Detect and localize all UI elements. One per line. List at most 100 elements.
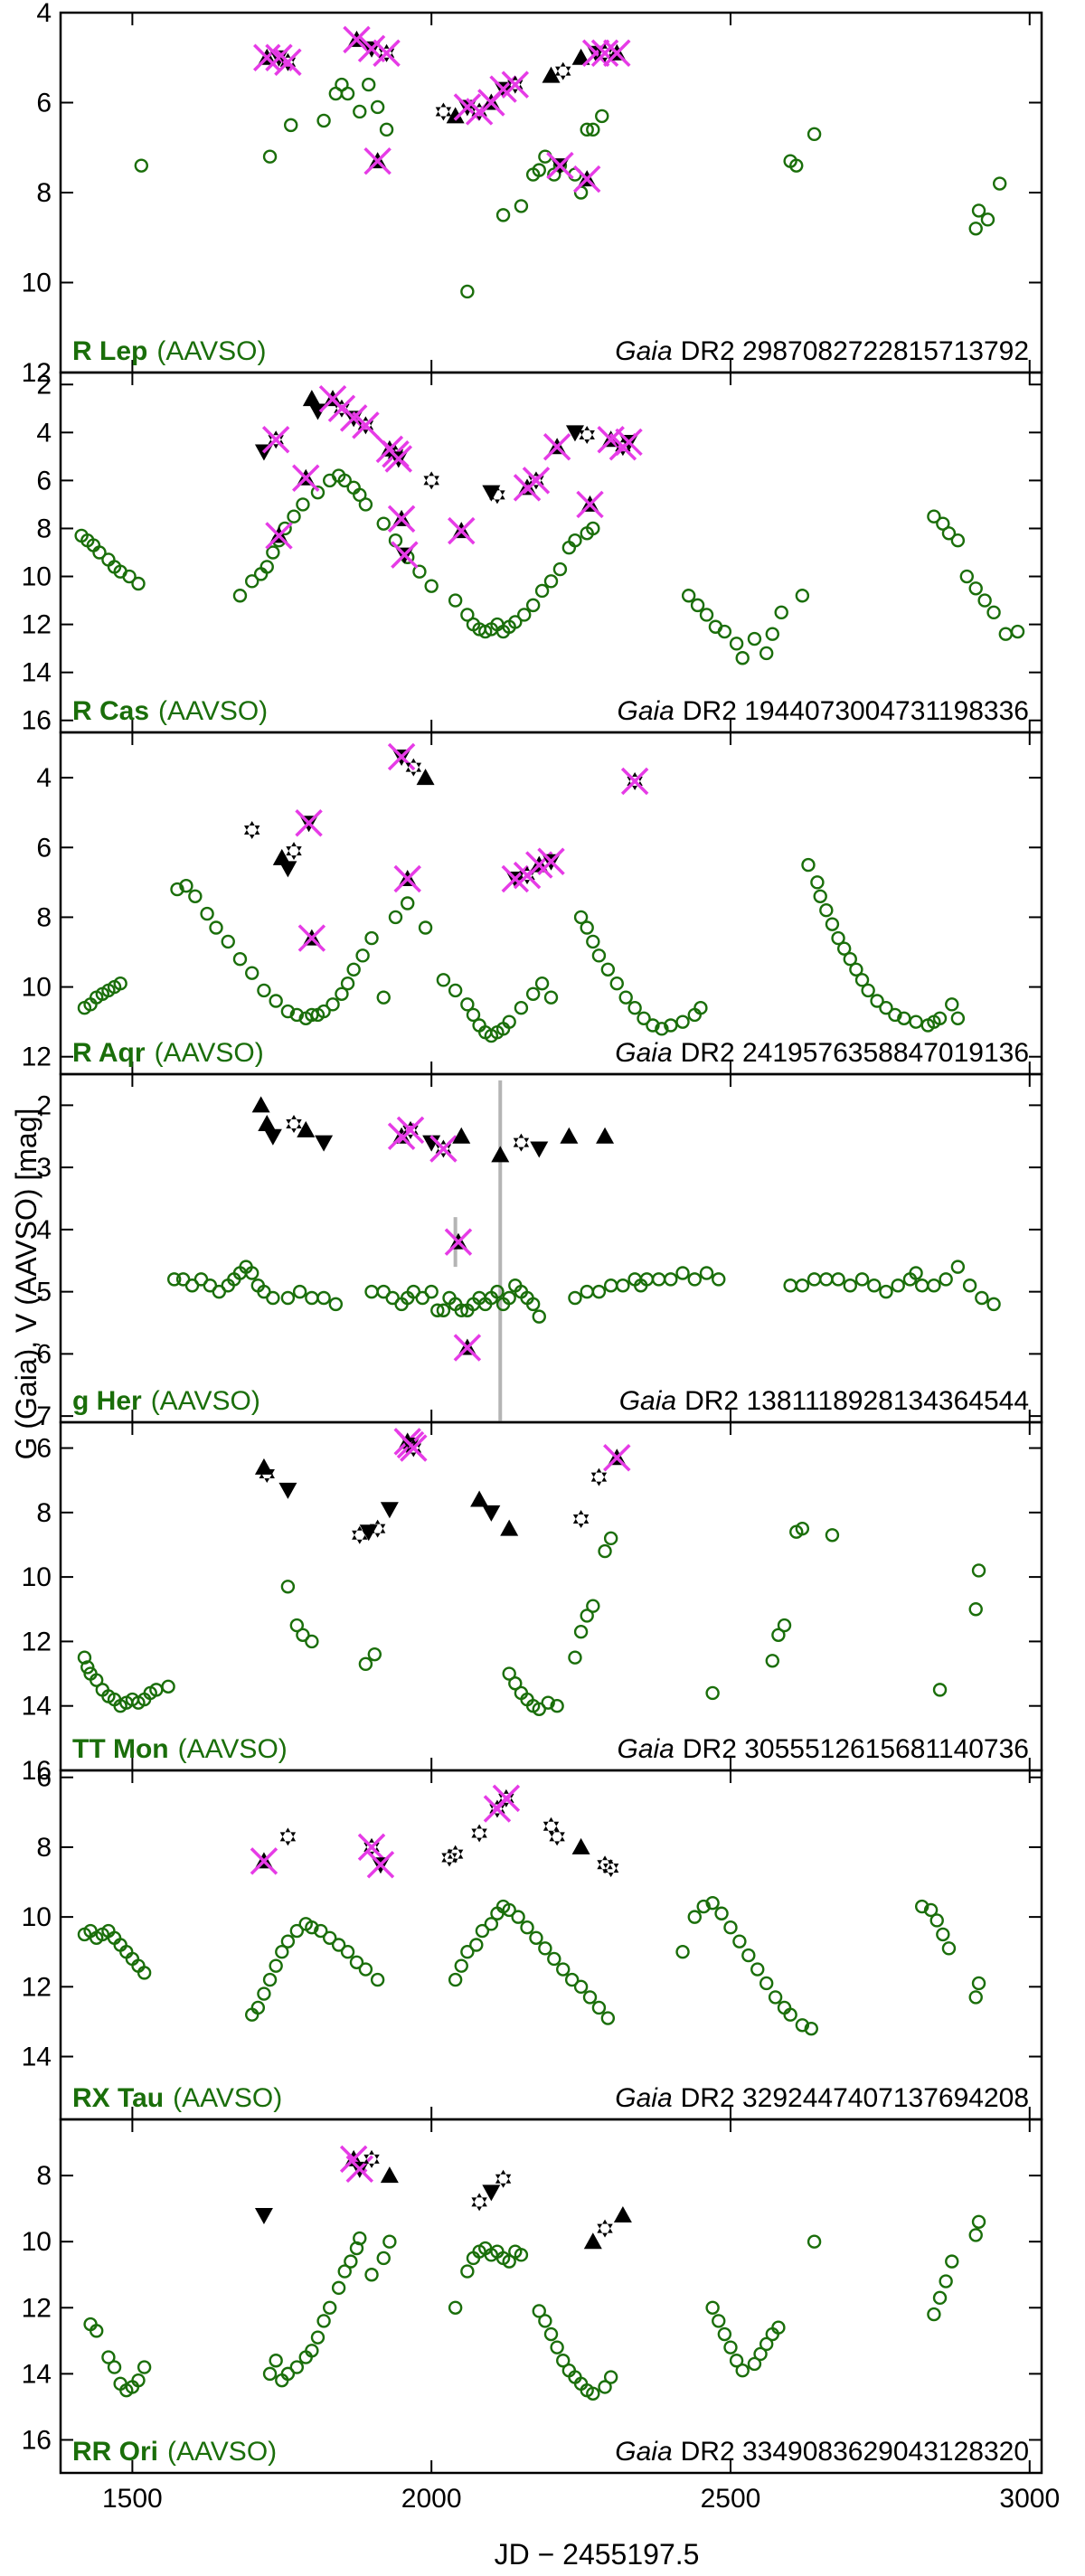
gaia-flag-cross	[343, 25, 371, 54]
y-tick-label: 16	[22, 706, 52, 736]
aavso-point	[541, 1695, 555, 1710]
aavso-point	[843, 952, 857, 967]
aavso-point	[269, 2354, 283, 2368]
aavso-point	[245, 966, 259, 980]
aavso-point	[586, 1599, 600, 1613]
aavso-point	[259, 560, 274, 574]
panel-frame	[59, 731, 1043, 1076]
y-tick-label: 4	[36, 763, 52, 793]
aavso-point	[326, 997, 340, 1012]
aavso-point	[992, 176, 1007, 191]
gaia-point	[297, 1120, 316, 1137]
y-tick-label: 8	[36, 1498, 52, 1528]
aavso-point	[771, 2320, 786, 2335]
y-tick-label: 12	[22, 1627, 52, 1656]
aavso-point	[532, 163, 546, 177]
aavso-point	[971, 1563, 986, 1578]
y-tick-label: 10	[22, 2227, 52, 2257]
aavso-point	[723, 2340, 738, 2354]
gaia-point	[369, 1519, 386, 1538]
aavso-point	[879, 1001, 893, 1015]
source-label: (AAVSO)	[167, 2437, 277, 2467]
gaia-point	[380, 1502, 399, 1519]
aavso-point	[424, 579, 439, 593]
aavso-point	[314, 1923, 328, 1939]
aavso-point	[843, 1279, 857, 1293]
aavso-point	[603, 1279, 618, 1293]
aavso-point	[448, 2300, 463, 2315]
y-tick-label: 14	[22, 2043, 52, 2072]
gaia-point	[302, 390, 321, 407]
gaia-flag-cross	[384, 445, 413, 473]
panel-r-aqr: 4 6 8 10 12 R Aqr (AAVSO) Gaia DR2 2419576358847…	[22, 731, 1043, 1076]
gaia-flag-cross	[396, 1116, 425, 1145]
aavso-point	[699, 1266, 714, 1280]
aavso-point	[388, 910, 403, 925]
aavso-point	[568, 533, 582, 548]
aavso-point	[543, 990, 559, 1005]
gaia-flag-cross	[295, 809, 323, 837]
aavso-point	[968, 581, 983, 596]
gaia-point	[489, 486, 505, 505]
aavso-point	[927, 2307, 941, 2322]
aavso-point	[971, 203, 986, 218]
gaia-point	[530, 1141, 549, 1158]
aavso-point	[675, 1014, 690, 1029]
gaia-point	[380, 2166, 399, 2184]
aavso-point	[690, 598, 705, 613]
aavso-point	[305, 1007, 319, 1023]
aavso-point	[939, 1272, 953, 1287]
gaia-source-id: Gaia DR2 2419576358847019136	[615, 1038, 1029, 1068]
gaia-point	[571, 48, 590, 65]
aavso-point	[712, 2314, 726, 2328]
gaia-flag-cross	[265, 522, 293, 550]
aavso-point	[550, 2340, 564, 2354]
gaia-point	[272, 848, 291, 865]
gaia-flag-cross	[387, 505, 416, 533]
y-tick-label: 12	[22, 358, 52, 388]
aavso-point	[262, 2366, 278, 2382]
aavso-point	[870, 994, 884, 1008]
plot-area	[83, 2145, 986, 2401]
aavso-point	[475, 1923, 490, 1939]
aavso-point	[789, 158, 804, 173]
aavso-point	[600, 2011, 616, 2025]
aavso-point	[556, 2354, 571, 2368]
gaia-point	[597, 2219, 613, 2238]
aavso-point	[795, 1521, 810, 1536]
aavso-point	[532, 1702, 546, 1716]
aavso-point	[209, 920, 223, 935]
plot-area	[77, 742, 966, 1043]
star-name: RR Ori	[72, 2437, 158, 2467]
aavso-point	[771, 1628, 786, 1642]
gaia-point	[597, 1855, 613, 1874]
star-label: R Aqr (AAVSO)	[72, 1038, 264, 1068]
star-label: R Lep (AAVSO)	[72, 336, 266, 366]
aavso-point	[914, 1899, 929, 1914]
aavso-point	[723, 1920, 738, 1935]
star-name: R Cas	[72, 696, 149, 726]
aavso-point	[532, 1309, 546, 1324]
star-name: RX Tau	[72, 2083, 164, 2113]
aavso-point	[564, 1972, 580, 1987]
aavso-point	[161, 1679, 175, 1694]
y-tick-label: 4	[36, 418, 52, 448]
y-tick-label: 14	[22, 658, 52, 688]
aavso-point	[353, 487, 367, 503]
aavso-point	[370, 1972, 385, 1987]
aavso-point	[768, 1990, 783, 2005]
aavso-point	[266, 1290, 280, 1306]
aavso-point	[927, 1279, 941, 1293]
aavso-point	[556, 1962, 571, 1977]
aavso-point	[783, 2007, 797, 2022]
gaia-point	[278, 861, 297, 878]
gaia-prefix: Gaia	[615, 2083, 672, 2113]
gaia-point	[590, 1467, 608, 1486]
aavso-point	[795, 2018, 810, 2033]
aavso-point	[340, 977, 355, 991]
aavso-point	[986, 1297, 1001, 1312]
aavso-point	[364, 2268, 379, 2282]
aavso-point	[861, 983, 875, 998]
aavso-point	[316, 113, 331, 128]
